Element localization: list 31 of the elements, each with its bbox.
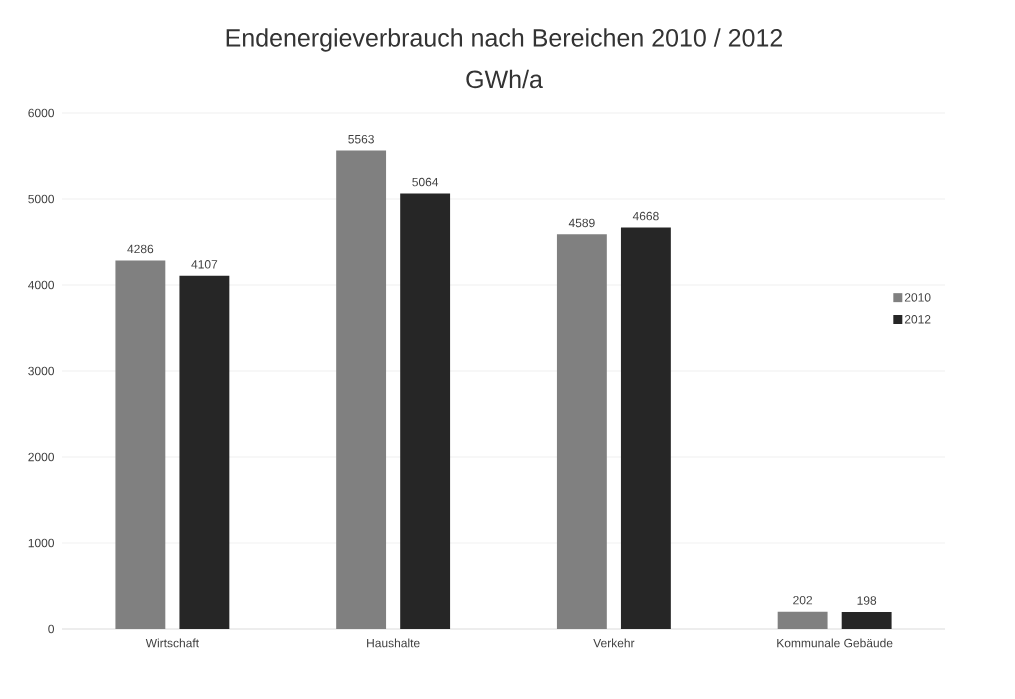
bar — [841, 611, 892, 629]
y-tick-label: 2000 — [28, 452, 54, 462]
data-label: 5064 — [412, 177, 439, 187]
bar — [400, 193, 451, 629]
bar — [336, 150, 387, 629]
data-label: 5563 — [348, 134, 374, 144]
bar — [179, 275, 230, 629]
y-tick-label: 6000 — [28, 108, 54, 118]
chart-title: Endenergieverbrauch nach Bereichen 2010 / 2012 — [226, 28, 782, 52]
x-tick-label: Wirtschaft — [145, 638, 199, 648]
y-tick-label: 3000 — [28, 366, 54, 376]
data-label: 4107 — [191, 260, 218, 269]
y-tick-label: 4000 — [28, 280, 54, 290]
data-label: 198 — [857, 596, 877, 605]
bar — [777, 611, 828, 629]
x-tick-label: Kommunale Gebäude — [777, 638, 893, 648]
data-label: 202 — [793, 595, 813, 605]
x-tick-label: Haushalte — [367, 638, 420, 648]
bar — [556, 234, 607, 629]
y-tick-label: 5000 — [28, 194, 54, 204]
y-tick-label: 1000 — [28, 538, 54, 548]
data-label: 4668 — [632, 211, 659, 221]
legend-label: 2010 — [904, 293, 931, 302]
bar — [620, 227, 671, 629]
legend-label: 2012 — [904, 315, 931, 324]
chart-subtitle: GWh/a — [466, 69, 543, 89]
y-tick-label: 0 — [48, 624, 55, 634]
data-label: 4286 — [127, 244, 154, 254]
bar — [115, 260, 166, 629]
x-tick-label: Verkehr — [593, 638, 635, 648]
data-label: 4589 — [568, 218, 595, 228]
